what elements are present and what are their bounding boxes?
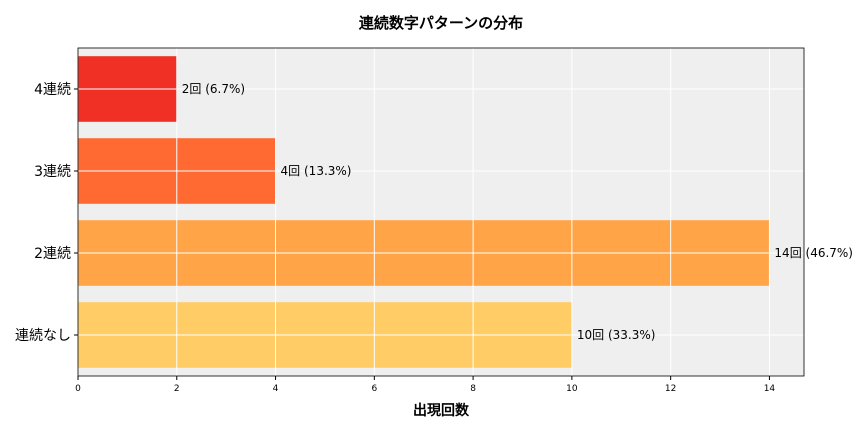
x-tick-label: 0: [75, 384, 81, 394]
chart-title: 連続数字パターンの分布: [359, 14, 523, 32]
x-tick-label: 2: [174, 384, 180, 394]
x-tick-labels: 0 2 4 6 8 10 12 14: [75, 47, 805, 394]
grid: [77, 48, 804, 376]
x-tick-label: 8: [470, 384, 476, 394]
plot-frame: [77, 47, 805, 377]
data-labels: 2回 (6.7%) 4回 (13.3%) 14回 (46.7%) 10回 (33.3%…: [182, 82, 853, 342]
y-tick-label: 4連続: [34, 81, 71, 98]
y-tick-label: 2連続: [34, 245, 71, 262]
data-label: 10回 (33.3%): [577, 328, 656, 342]
x-tick-label: 14: [764, 384, 776, 394]
data-label: 4回 (13.3%): [281, 164, 352, 178]
x-axis-label: 出現回数: [413, 402, 470, 419]
data-label: 2回 (6.7%): [182, 82, 245, 96]
x-tick-label: 6: [371, 384, 377, 394]
y-tick-label: 3連続: [34, 163, 71, 180]
x-tick-label: 10: [566, 384, 578, 394]
data-label: 14回 (46.7%): [774, 246, 853, 260]
y-tick-label: 連続なし: [15, 327, 71, 344]
x-tick-label: 12: [665, 384, 676, 394]
x-tick-label: 4: [273, 384, 279, 394]
